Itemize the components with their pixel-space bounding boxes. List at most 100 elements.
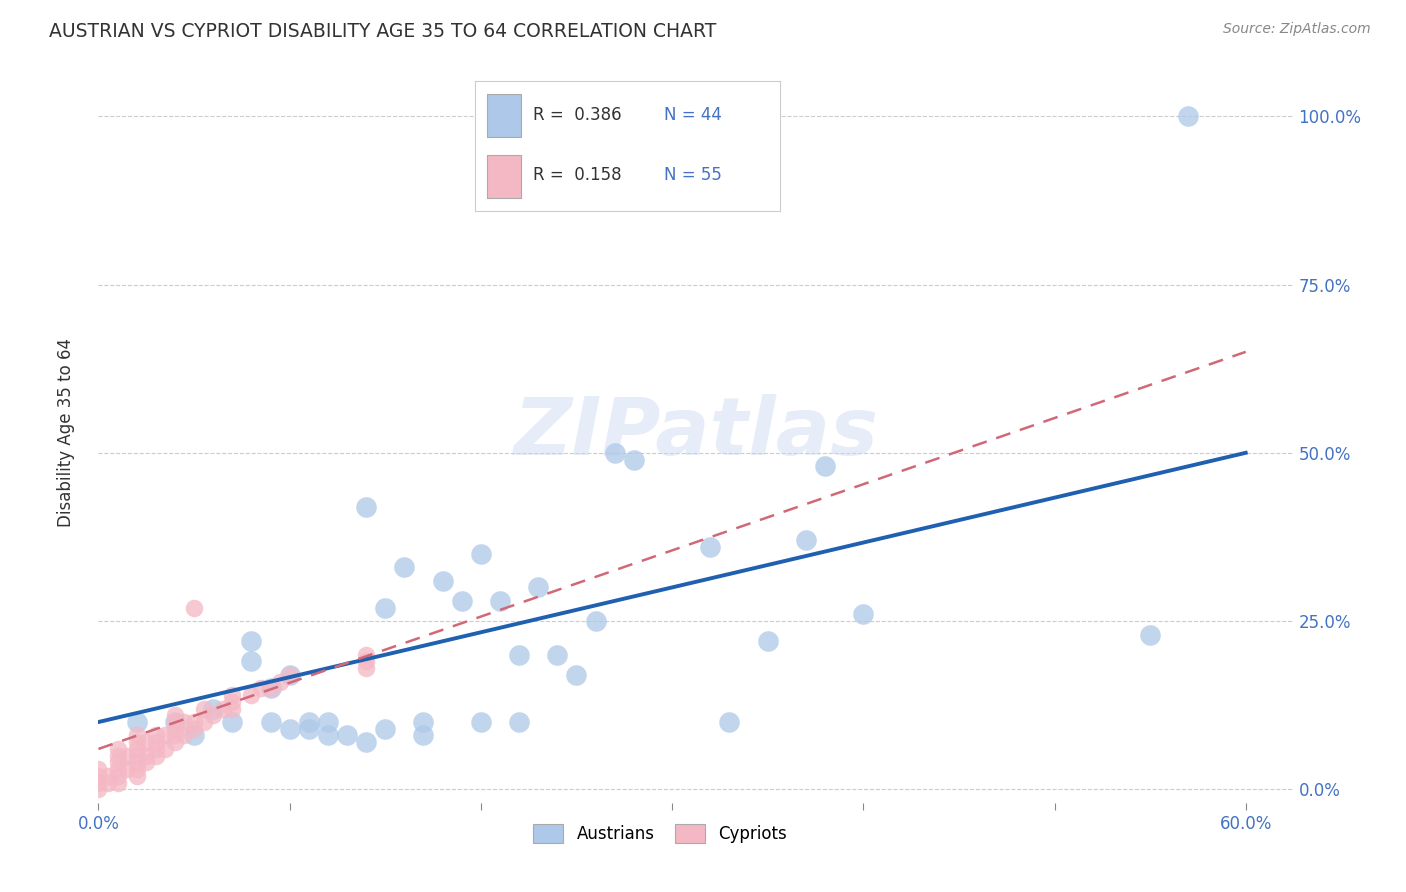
Point [298,722,321,736]
Point [145,729,167,743]
Point [470,714,492,729]
Point [107,775,129,789]
Point [250,681,273,696]
Point [163,714,186,729]
Point [125,714,148,729]
Point [603,446,626,460]
Point [221,701,243,715]
Point [115,748,138,763]
Point [316,714,339,729]
Point [193,714,215,729]
Point [173,729,195,743]
Point [163,722,186,736]
Point [699,540,721,554]
Point [508,648,530,662]
Point [87,775,110,789]
Point [107,742,129,756]
Point [794,533,817,548]
Point [240,634,263,648]
Point [278,668,301,682]
Point [135,748,157,763]
Point [374,600,396,615]
Point [412,729,434,743]
Point [354,648,377,662]
Point [450,594,472,608]
Point [278,722,301,736]
Point [240,655,263,669]
Point [155,729,177,743]
Point [354,655,377,669]
Point [470,547,492,561]
Point [489,594,512,608]
Point [97,769,120,783]
Point [87,769,110,783]
Point [508,714,530,729]
Point [202,708,225,723]
Point [145,748,167,763]
Point [221,688,243,702]
Point [298,714,321,729]
Point [163,708,186,723]
Point [183,714,205,729]
Text: AUSTRIAN VS CYPRIOT DISABILITY AGE 35 TO 64 CORRELATION CHART: AUSTRIAN VS CYPRIOT DISABILITY AGE 35 TO… [49,22,717,41]
Point [183,722,205,736]
Point [125,742,148,756]
Point [374,722,396,736]
Point [354,661,377,675]
Point [432,574,454,588]
Point [527,581,550,595]
Point [173,714,195,729]
Y-axis label: Disability Age 35 to 64: Disability Age 35 to 64 [56,338,75,527]
Point [211,701,233,715]
Point [585,614,607,628]
Point [107,769,129,783]
Point [336,729,359,743]
Point [125,748,148,763]
Point [623,452,645,467]
Text: Source: ZipAtlas.com: Source: ZipAtlas.com [1223,22,1371,37]
Point [278,668,301,682]
Point [163,729,186,743]
Text: ZIPatlas: ZIPatlas [513,393,879,472]
Point [394,560,416,574]
Point [565,668,588,682]
Point [125,762,148,776]
Point [259,681,281,696]
Point [316,729,339,743]
Point [183,600,205,615]
Point [852,607,875,622]
Point [259,681,281,696]
Point [259,714,281,729]
Point [87,782,110,797]
Point [115,762,138,776]
Point [221,714,243,729]
Point [87,762,110,776]
Point [135,735,157,749]
Point [163,735,186,749]
Point [412,714,434,729]
Point [269,674,291,689]
Point [107,762,129,776]
Point [107,748,129,763]
Point [202,701,225,715]
Point [125,729,148,743]
Point [756,634,779,648]
Point [125,756,148,770]
Point [183,729,205,743]
Point [107,756,129,770]
Point [354,500,377,514]
Point [125,735,148,749]
Point [97,775,120,789]
Point [145,742,167,756]
Point [354,735,377,749]
Point [221,695,243,709]
Point [193,701,215,715]
Point [1139,627,1161,641]
Point [125,769,148,783]
Point [145,735,167,749]
Point [155,742,177,756]
Point [240,688,263,702]
Point [163,714,186,729]
Point [135,756,157,770]
Point [814,459,837,474]
